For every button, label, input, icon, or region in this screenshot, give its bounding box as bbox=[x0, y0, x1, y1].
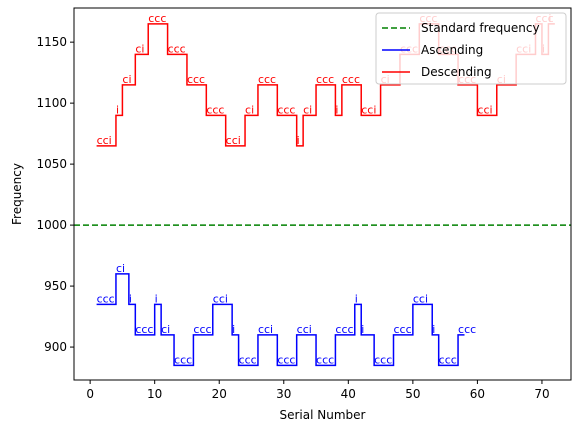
step-label: i bbox=[297, 134, 300, 147]
x-tick-label: 30 bbox=[276, 387, 291, 401]
step-label: i bbox=[432, 323, 435, 336]
step-label: i bbox=[129, 292, 132, 305]
step-label: i bbox=[361, 323, 364, 336]
step-label: cci bbox=[297, 323, 312, 336]
step-label: ccc bbox=[374, 353, 392, 366]
step-label: cci bbox=[258, 323, 273, 336]
step-label: ccc bbox=[335, 323, 353, 336]
legend-label: Standard frequency bbox=[421, 21, 540, 35]
legend-label: Ascending bbox=[421, 43, 483, 57]
series-line-ascending bbox=[96, 273, 465, 367]
y-axis: 900 950 1000 1050 1100 1150 bbox=[36, 35, 74, 354]
x-axis: 0 10 20 30 40 50 60 70 bbox=[86, 380, 550, 401]
legend-label: Descending bbox=[421, 65, 492, 79]
legend-box bbox=[375, 12, 567, 85]
x-tick-label: 40 bbox=[341, 387, 356, 401]
step-label: ccc bbox=[342, 73, 360, 86]
step-label: ccc bbox=[394, 323, 412, 336]
y-tick-label: 900 bbox=[44, 340, 67, 354]
y-tick-label: 950 bbox=[44, 279, 67, 293]
x-axis-title: Serial Number bbox=[280, 408, 366, 422]
plot-area: cccciicccicicccccccciicccccicccccicccccc… bbox=[74, 12, 571, 367]
step-label: ci bbox=[122, 73, 131, 86]
step-label: cci bbox=[97, 134, 112, 147]
legend: Standard frequency Ascending Descending bbox=[375, 12, 567, 85]
x-tick-label: 20 bbox=[212, 387, 227, 401]
x-tick-label: 70 bbox=[534, 387, 549, 401]
step-label: ccc bbox=[316, 73, 334, 86]
step-label: ccc bbox=[458, 323, 476, 336]
step-label: ccc bbox=[168, 42, 186, 55]
x-tick-label: 10 bbox=[147, 387, 162, 401]
step-label: ccc bbox=[206, 103, 224, 116]
step-label: ccc bbox=[135, 323, 153, 336]
step-label: ccc bbox=[316, 353, 334, 366]
step-label: cci bbox=[213, 292, 228, 305]
x-tick-label: 50 bbox=[405, 387, 420, 401]
step-label: ci bbox=[303, 103, 312, 116]
step-label: ci bbox=[161, 323, 170, 336]
step-label: ccc bbox=[193, 323, 211, 336]
step-label: ci bbox=[245, 103, 254, 116]
step-label: ccc bbox=[148, 12, 166, 25]
step-label: cci bbox=[226, 134, 241, 147]
step-label: ccc bbox=[187, 73, 205, 86]
series-line-descending bbox=[96, 23, 555, 147]
step-label: ccc bbox=[97, 292, 115, 305]
x-tick-label: 0 bbox=[86, 387, 94, 401]
step-label: ccc bbox=[239, 353, 257, 366]
step-label: ccc bbox=[277, 353, 295, 366]
step-label: ci bbox=[135, 42, 144, 55]
plot-frame bbox=[73, 7, 572, 381]
y-tick-label: 1000 bbox=[36, 218, 67, 232]
step-label: ccc bbox=[258, 73, 276, 86]
y-tick-label: 1050 bbox=[36, 157, 67, 171]
y-axis-title: Frequency bbox=[10, 163, 24, 225]
step-label: ccc bbox=[439, 353, 457, 366]
step-label: ccc bbox=[277, 103, 295, 116]
y-tick-label: 1150 bbox=[36, 35, 67, 49]
step-label: i bbox=[116, 103, 119, 116]
step-label: ci bbox=[116, 262, 125, 275]
step-label: cci bbox=[413, 292, 428, 305]
step-label: i bbox=[232, 323, 235, 336]
step-label: cci bbox=[361, 103, 376, 116]
y-tick-label: 1100 bbox=[36, 96, 67, 110]
step-label: i bbox=[355, 292, 358, 305]
x-tick-label: 60 bbox=[470, 387, 485, 401]
step-label: i bbox=[155, 292, 158, 305]
step-label: cci bbox=[477, 103, 492, 116]
step-label: ccc bbox=[174, 353, 192, 366]
step-label: i bbox=[335, 103, 338, 116]
